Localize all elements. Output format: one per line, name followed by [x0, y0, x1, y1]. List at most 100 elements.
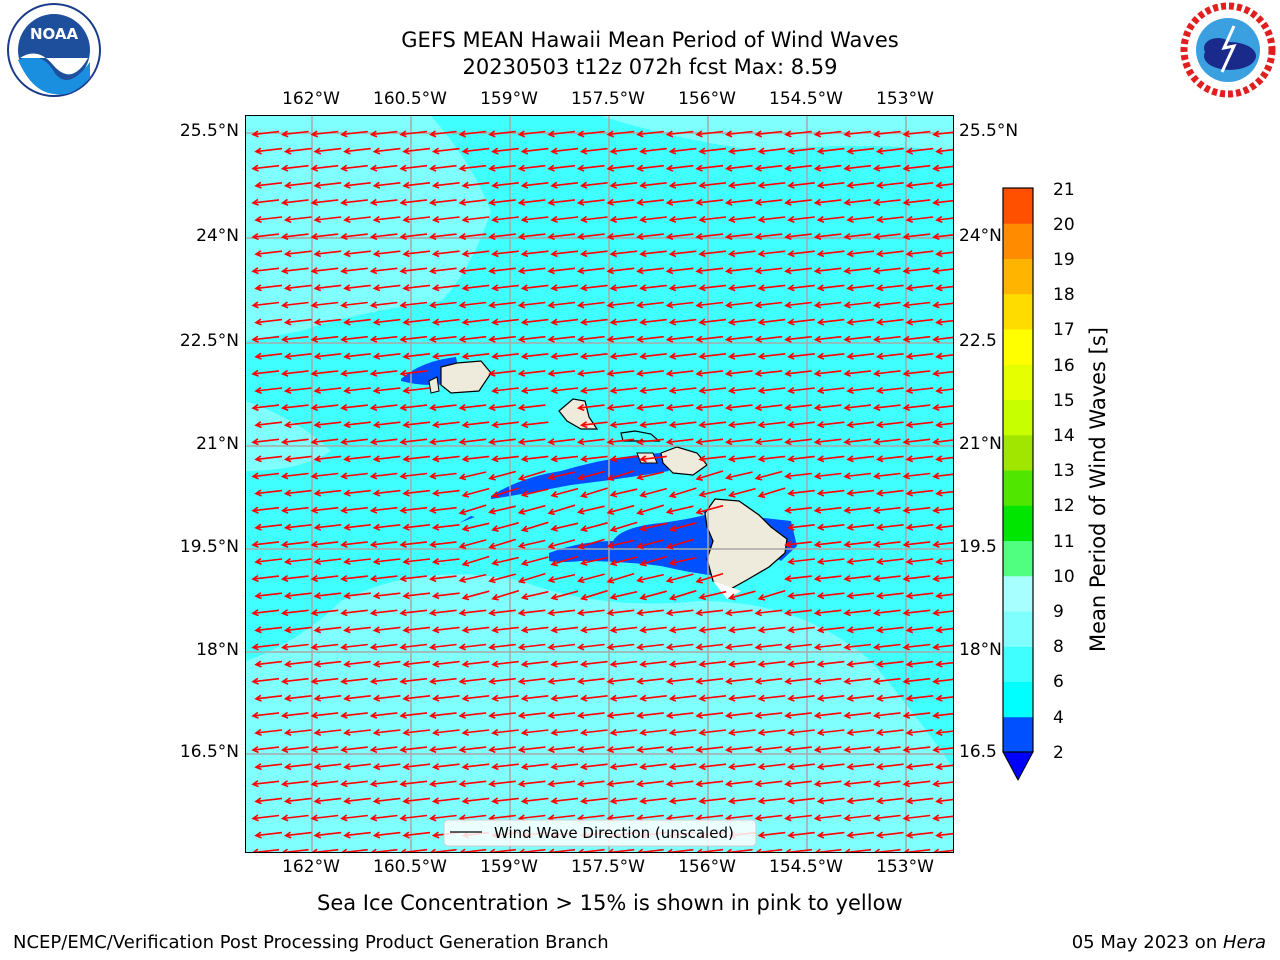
wind-wave-arrow [637, 848, 664, 852]
wind-wave-arrow [875, 763, 904, 771]
wind-wave-arrow [431, 455, 460, 463]
wind-wave-arrow [843, 335, 872, 343]
wind-wave-arrow [902, 164, 931, 172]
colorbar-tick-label: 21 [1053, 180, 1075, 200]
wind-wave-arrow [724, 677, 753, 685]
wind-wave-arrow [431, 215, 460, 223]
wind-wave-arrow [636, 232, 664, 241]
wind-wave-arrow [606, 130, 635, 138]
colorbar-segment [1003, 364, 1033, 400]
wind-wave-arrow [844, 848, 872, 852]
colorbar-segment [1003, 716, 1033, 753]
wind-wave-arrow [724, 780, 753, 788]
wind-wave-arrow [784, 745, 812, 754]
wind-wave-arrow [639, 660, 667, 668]
wind-wave-arrow [787, 831, 815, 839]
wind-wave-arrow [815, 848, 842, 852]
wind-wave-arrow [816, 421, 845, 429]
wind-wave-arrow [902, 403, 931, 412]
wind-wave-arrow [251, 711, 280, 719]
wind-wave-arrow [428, 438, 457, 446]
wind-wave-arrow [550, 590, 579, 601]
wind-wave-arrow [340, 677, 368, 685]
colorbar-segment [1003, 434, 1033, 471]
wind-wave-arrow [606, 504, 635, 515]
wind-wave-arrow [280, 198, 309, 206]
wind-wave-arrow [251, 369, 280, 377]
wind-wave-arrow [606, 470, 635, 481]
wind-wave-arrow [579, 797, 608, 805]
wind-wave-arrow [636, 643, 664, 651]
wind-wave-arrow [902, 643, 931, 651]
wind-wave-arrow [372, 557, 401, 565]
wind-wave-arrow [609, 352, 638, 360]
wind-wave-arrow [695, 403, 724, 412]
wind-wave-arrow [843, 677, 872, 685]
wind-wave-arrow [579, 386, 608, 394]
wind-wave-arrow [932, 643, 953, 651]
wind-wave-arrow [520, 421, 549, 429]
wind-wave-arrow [310, 472, 339, 480]
wind-wave-arrow [428, 745, 457, 754]
wind-wave-arrow [668, 487, 697, 499]
wind-wave-arrow [428, 301, 457, 309]
wind-wave-arrow [665, 438, 694, 446]
wind-wave-arrow [639, 763, 667, 771]
wind-wave-arrow [639, 215, 667, 223]
wind-wave-arrow [935, 421, 953, 429]
wind-wave-arrow [369, 164, 398, 172]
wind-wave-arrow [547, 130, 576, 138]
legend-label: Wind Wave Direction (unscaled) [494, 824, 734, 842]
wind-wave-arrow [280, 780, 309, 788]
wind-wave-arrow [458, 677, 487, 685]
wind-wave-arrow [757, 626, 786, 634]
wind-wave-arrow [254, 592, 283, 600]
wind-wave-arrow [727, 728, 756, 736]
wind-wave-arrow [668, 386, 697, 394]
wind-wave-arrow [724, 198, 753, 206]
wind-wave-arrow [784, 403, 812, 412]
wind-wave-arrow [754, 677, 783, 685]
wind-wave-arrow [517, 745, 546, 754]
wind-wave-arrow [402, 728, 431, 736]
wind-wave-arrow [491, 728, 519, 736]
map-legend: Wind Wave Direction (unscaled) [443, 819, 757, 847]
lon-label-bottom: 154.5°W [769, 857, 843, 877]
wind-wave-arrow [609, 421, 638, 429]
wind-wave-arrow [872, 711, 901, 719]
wind-wave-arrow [399, 677, 428, 685]
wind-wave-arrow [343, 318, 371, 326]
wind-wave-arrow [872, 609, 901, 617]
wind-wave-arrow [491, 626, 519, 634]
wind-wave-arrow [902, 130, 931, 138]
wind-wave-arrow [875, 181, 904, 189]
wind-wave-arrow [813, 780, 842, 788]
wind-wave-arrow [754, 335, 783, 343]
wind-wave-arrow [280, 677, 309, 685]
wind-wave-arrow [372, 592, 401, 600]
wind-wave-arrow [698, 250, 727, 258]
wind-wave-arrow [399, 609, 428, 617]
wind-wave-arrow [341, 848, 368, 852]
wind-wave-arrow [372, 831, 401, 839]
wind-wave-arrow [787, 728, 815, 736]
wind-wave-arrow [606, 711, 635, 719]
wind-wave-arrow [609, 660, 638, 668]
wind-wave-arrow [428, 643, 457, 651]
wind-wave-arrow [875, 592, 904, 600]
wind-wave-arrow [816, 797, 845, 805]
wind-wave-arrow [399, 814, 428, 822]
wind-wave-arrow [905, 728, 934, 736]
wind-wave-arrow [251, 677, 280, 685]
wind-wave-arrow [310, 335, 339, 343]
wind-wave-arrow [517, 164, 546, 172]
wind-wave-arrow [668, 797, 697, 805]
wind-wave-arrow [636, 130, 664, 138]
wind-wave-arrow [935, 215, 953, 223]
wind-wave-arrow [517, 572, 546, 584]
wind-wave-arrow [784, 438, 812, 446]
wind-wave-arrow [491, 797, 519, 805]
wind-wave-arrow [579, 215, 608, 223]
wind-wave-arrow [520, 181, 549, 189]
wind-wave-arrow [695, 164, 724, 172]
